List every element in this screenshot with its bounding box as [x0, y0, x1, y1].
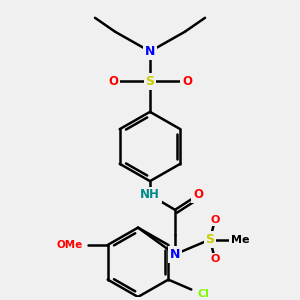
Text: O: O [193, 188, 203, 202]
Text: N: N [145, 45, 155, 58]
Text: S: S [146, 75, 154, 88]
Text: O: O [210, 254, 220, 264]
Text: O: O [182, 75, 192, 88]
Text: OMe: OMe [57, 240, 83, 250]
Text: O: O [108, 75, 118, 88]
Text: NH: NH [140, 188, 160, 202]
Text: N: N [170, 248, 180, 261]
Text: O: O [210, 215, 220, 225]
Text: Me: Me [231, 235, 249, 244]
Text: S: S [206, 233, 214, 246]
Text: Cl: Cl [197, 290, 209, 299]
